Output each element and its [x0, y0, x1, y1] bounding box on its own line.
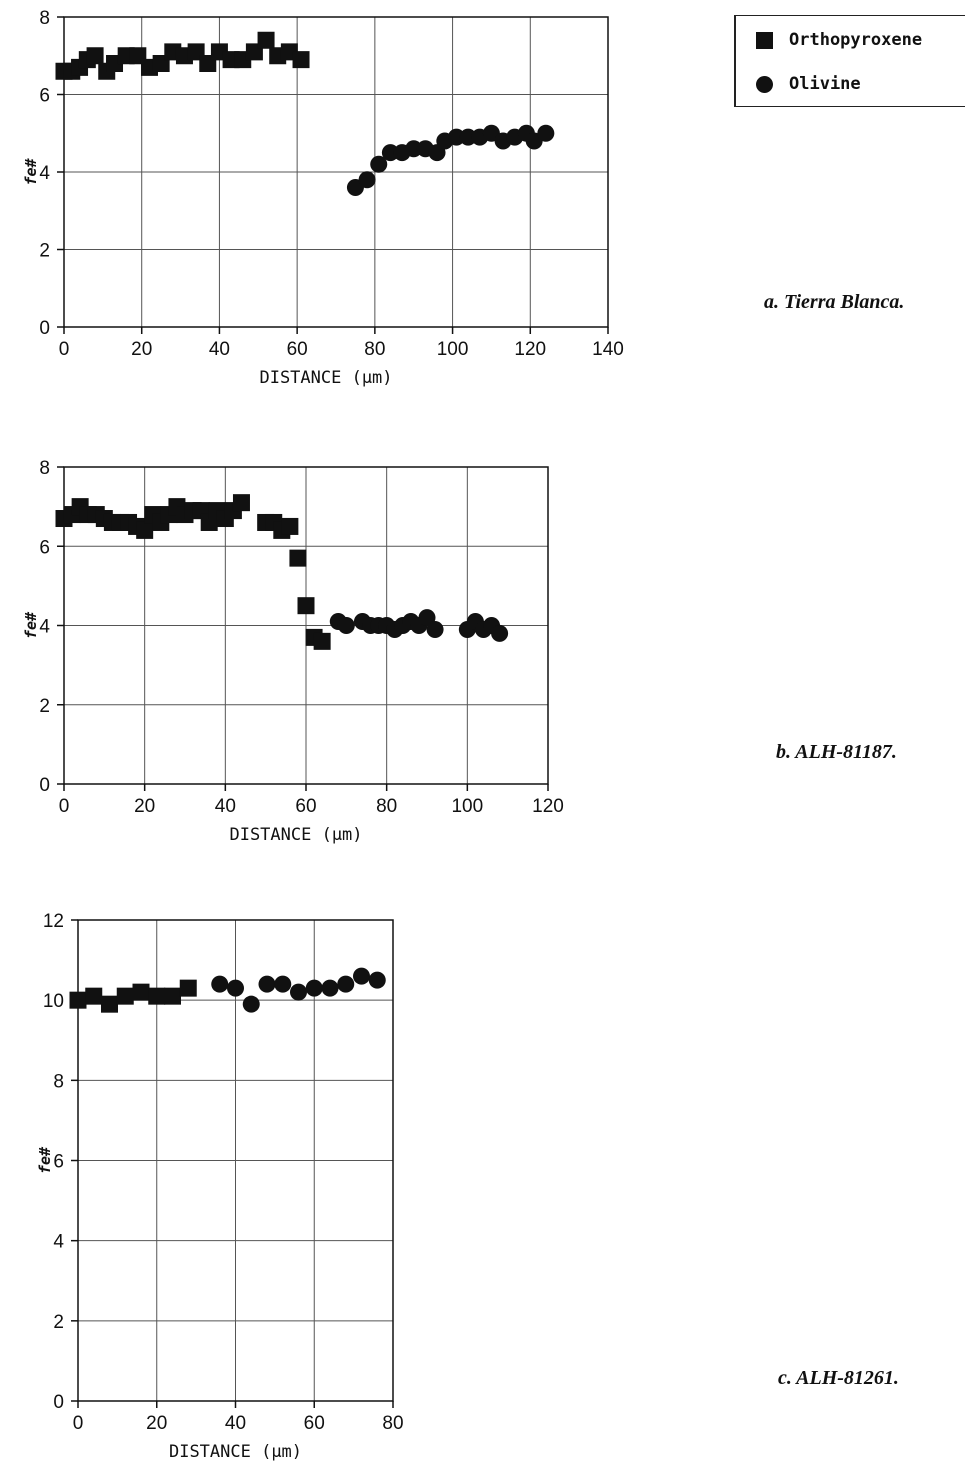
- legend-label: Orthopyroxene: [789, 30, 923, 50]
- x-tick-label: 120: [532, 796, 564, 817]
- legend-label: Olivine: [789, 74, 861, 94]
- square-point: [232, 494, 250, 512]
- x-tick-label: 80: [382, 1413, 403, 1434]
- y-tick-label: 8: [53, 1071, 64, 1092]
- x-tick-label: 100: [451, 796, 483, 817]
- circle-point: [381, 144, 399, 162]
- caption-b: b. ALH-81187.: [776, 741, 897, 763]
- x-tick-label: 100: [437, 339, 469, 360]
- square-point: [313, 632, 331, 650]
- legend: Orthopyroxene Olivine: [734, 15, 965, 107]
- legend-item-orthopyroxene: Orthopyroxene: [756, 30, 922, 50]
- x-tick-label: 120: [514, 339, 546, 360]
- x-tick-label: 20: [131, 339, 152, 360]
- circle-point: [405, 140, 423, 158]
- y-tick-label: 4: [39, 163, 50, 184]
- y-tick-label: 0: [53, 1392, 64, 1413]
- y-axis-title: fe#: [36, 1146, 54, 1174]
- chart-panel-c: 0 20 40 60 80 0 2 4 6 8 10 12 DISTANCE (μm) fe#: [36, 911, 404, 1462]
- y-tick-label: 8: [39, 8, 50, 29]
- square-point: [85, 987, 103, 1005]
- circle-point: [418, 609, 436, 627]
- legend-item-olivine: Olivine: [756, 74, 861, 94]
- square-point: [69, 991, 87, 1009]
- x-tick-label: 80: [364, 339, 385, 360]
- y-tick-label: 2: [39, 696, 50, 717]
- x-tick-label: 80: [376, 796, 397, 817]
- circle-point: [537, 124, 555, 142]
- caption-c: c. ALH-81261.: [778, 1367, 899, 1389]
- circle-point: [491, 624, 509, 642]
- x-tick-label: 0: [73, 1413, 84, 1434]
- x-tick-label: 20: [146, 1413, 167, 1434]
- square-point: [148, 987, 166, 1005]
- y-axis-title: fe#: [22, 157, 40, 185]
- y-tick-label: 4: [39, 617, 50, 638]
- x-tick-label: 40: [209, 339, 230, 360]
- circle-marker-icon: [756, 75, 773, 93]
- x-axis-title: DISTANCE (μm): [169, 1442, 302, 1462]
- square-point: [101, 995, 118, 1013]
- square-point: [132, 983, 150, 1001]
- square-point: [136, 521, 154, 539]
- x-tick-label: 60: [304, 1413, 325, 1434]
- circle-point: [242, 995, 260, 1013]
- x-tick-label: 40: [215, 796, 236, 817]
- x-tick-label: 0: [59, 339, 70, 360]
- square-point: [292, 51, 310, 69]
- y-axis-title: fe#: [22, 611, 40, 639]
- x-axis-title: DISTANCE (μm): [229, 825, 362, 845]
- circle-point: [358, 171, 376, 189]
- circle-point: [211, 975, 229, 993]
- y-tick-label: 2: [39, 241, 50, 262]
- circle-point: [290, 983, 307, 1001]
- y-tick-label: 6: [39, 537, 50, 558]
- square-point: [257, 31, 275, 49]
- circle-point: [337, 975, 355, 993]
- x-tick-label: 40: [225, 1413, 246, 1434]
- square-point: [289, 549, 307, 567]
- circle-point: [305, 979, 323, 997]
- circle-point: [227, 979, 244, 997]
- caption-a: a. Tierra Blanca.: [764, 291, 905, 313]
- square-point: [164, 987, 181, 1005]
- x-tick-label: 60: [295, 796, 316, 817]
- x-tick-label: 60: [287, 339, 308, 360]
- circle-point: [337, 617, 355, 634]
- circle-point: [368, 971, 386, 989]
- circle-point: [370, 155, 388, 173]
- chart-panel-b: 0 20 40 60 80 100 120 0 2 4 6 8 DISTANCE (μm) fe#: [22, 458, 564, 845]
- x-tick-label: 140: [592, 339, 624, 360]
- x-tick-label: 20: [134, 796, 155, 817]
- y-tick-label: 12: [43, 911, 64, 932]
- circle-point: [353, 967, 370, 985]
- circle-point: [274, 975, 292, 993]
- y-tick-label: 2: [53, 1312, 64, 1333]
- square-point: [281, 517, 299, 535]
- circle-point: [426, 620, 444, 638]
- circle-point: [258, 975, 276, 993]
- square-point: [116, 987, 134, 1005]
- circle-point: [321, 979, 339, 997]
- square-point: [86, 47, 104, 65]
- y-tick-label: 4: [53, 1232, 64, 1253]
- y-tick-label: 0: [39, 318, 50, 339]
- circle-point: [447, 128, 465, 146]
- y-tick-label: 0: [39, 775, 50, 796]
- square-marker-icon: [756, 31, 773, 49]
- y-tick-label: 10: [43, 991, 64, 1012]
- circle-point: [459, 128, 477, 146]
- square-point: [297, 597, 315, 615]
- chart-panel-a: 0 20 40 60 80 100 120 140 0 2 4 6 8 DISTANCE (μm) fe#: [22, 8, 624, 388]
- x-axis-title: DISTANCE (μm): [259, 368, 392, 388]
- square-point: [179, 979, 197, 997]
- y-tick-label: 6: [53, 1152, 64, 1173]
- y-tick-label: 8: [39, 458, 50, 479]
- x-tick-label: 0: [59, 796, 70, 817]
- y-tick-label: 6: [39, 86, 50, 107]
